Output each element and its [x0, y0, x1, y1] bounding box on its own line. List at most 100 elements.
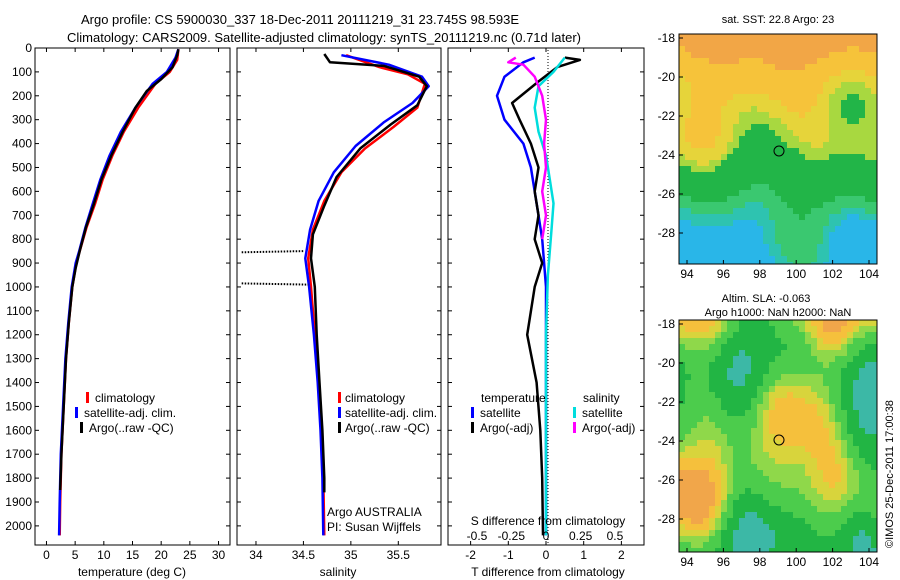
map-cell	[853, 244, 860, 251]
map-cell	[787, 154, 794, 161]
map-cell	[865, 64, 872, 71]
map-cell	[859, 130, 866, 137]
map-cell	[763, 64, 770, 71]
map-cell	[841, 190, 848, 197]
map-cell	[823, 124, 830, 131]
map-cell	[865, 452, 872, 459]
map-cell	[799, 112, 806, 119]
map-cell	[703, 374, 710, 381]
map-cell	[865, 536, 872, 543]
map-cell	[835, 70, 842, 77]
map-cell	[739, 178, 746, 185]
map-cell	[829, 452, 836, 459]
map-cell	[697, 232, 704, 239]
map-cell	[745, 142, 752, 149]
map-cell	[763, 344, 770, 351]
map-cell	[799, 70, 806, 77]
map-cell	[757, 368, 764, 375]
map-cell	[871, 208, 877, 215]
map-cell	[853, 350, 860, 357]
map-cell	[715, 458, 722, 465]
map-cell	[733, 440, 740, 447]
map-cell	[727, 398, 734, 405]
map-cell	[823, 70, 830, 77]
map-cell	[859, 232, 866, 239]
map-cell	[853, 446, 860, 453]
map-cell	[691, 350, 698, 357]
map-cell	[817, 160, 824, 167]
map-cell	[769, 344, 776, 351]
map-cell	[709, 88, 716, 95]
map-cell	[829, 404, 836, 411]
map-cell	[817, 166, 824, 173]
map-cell	[847, 178, 854, 185]
map-cell	[829, 124, 836, 131]
map-cell	[871, 494, 877, 501]
map-cell	[871, 368, 877, 375]
map-cell	[709, 512, 716, 519]
map-cell	[865, 398, 872, 405]
map-cell	[775, 118, 782, 125]
map-cell	[715, 344, 722, 351]
map-cell	[805, 332, 812, 339]
map-cell	[817, 82, 824, 89]
map-cell	[721, 148, 728, 155]
map-cell	[727, 190, 734, 197]
map-cell	[859, 542, 866, 549]
map-cell	[817, 52, 824, 59]
map-cell	[763, 428, 770, 435]
map-cell	[757, 202, 764, 209]
map-cell	[745, 440, 752, 447]
map-cell	[799, 374, 806, 381]
map-cell	[739, 40, 746, 47]
map-cell	[799, 476, 806, 483]
map-cell	[805, 518, 812, 525]
map-cell	[733, 58, 740, 65]
map-cell	[709, 506, 716, 513]
map-cell	[829, 34, 836, 41]
map-cell	[817, 94, 824, 101]
map-cell	[739, 338, 746, 345]
map-cell	[679, 94, 686, 101]
map-cell	[811, 422, 818, 429]
map-cell	[775, 142, 782, 149]
map-cell	[733, 356, 740, 363]
map-cell	[745, 416, 752, 423]
map-cell	[709, 124, 716, 131]
map-cell	[853, 202, 860, 209]
map-cell	[727, 374, 734, 381]
map-cell	[721, 124, 728, 131]
map-cell	[685, 422, 692, 429]
map-cell	[823, 524, 830, 531]
map-cell	[823, 58, 830, 65]
map-cell	[787, 46, 794, 53]
map-cell	[679, 530, 686, 537]
map-cell	[811, 160, 818, 167]
map-cell	[865, 112, 872, 119]
map-cell	[691, 64, 698, 71]
map-cell	[841, 500, 848, 507]
map-cell	[685, 536, 692, 543]
map-cell	[811, 58, 818, 65]
map-cell	[739, 500, 746, 507]
map-cell	[835, 208, 842, 215]
map-cell	[805, 386, 812, 393]
x-tick-label: 0	[543, 548, 550, 562]
map-cell	[823, 76, 830, 83]
map-cell	[727, 320, 734, 327]
map-cell	[817, 58, 824, 65]
map-cell	[715, 82, 722, 89]
map-cell	[865, 208, 872, 215]
map-cell	[817, 326, 824, 333]
map-cell	[679, 326, 686, 333]
map-cell	[781, 476, 788, 483]
map-cell	[703, 214, 710, 221]
map-cell	[835, 244, 842, 251]
map-cell	[745, 148, 752, 155]
map-cell	[751, 542, 758, 549]
map-cell	[835, 34, 842, 41]
map-cell	[787, 172, 794, 179]
map-cell	[775, 148, 782, 155]
map-cell	[871, 374, 877, 381]
map-cell	[685, 238, 692, 245]
